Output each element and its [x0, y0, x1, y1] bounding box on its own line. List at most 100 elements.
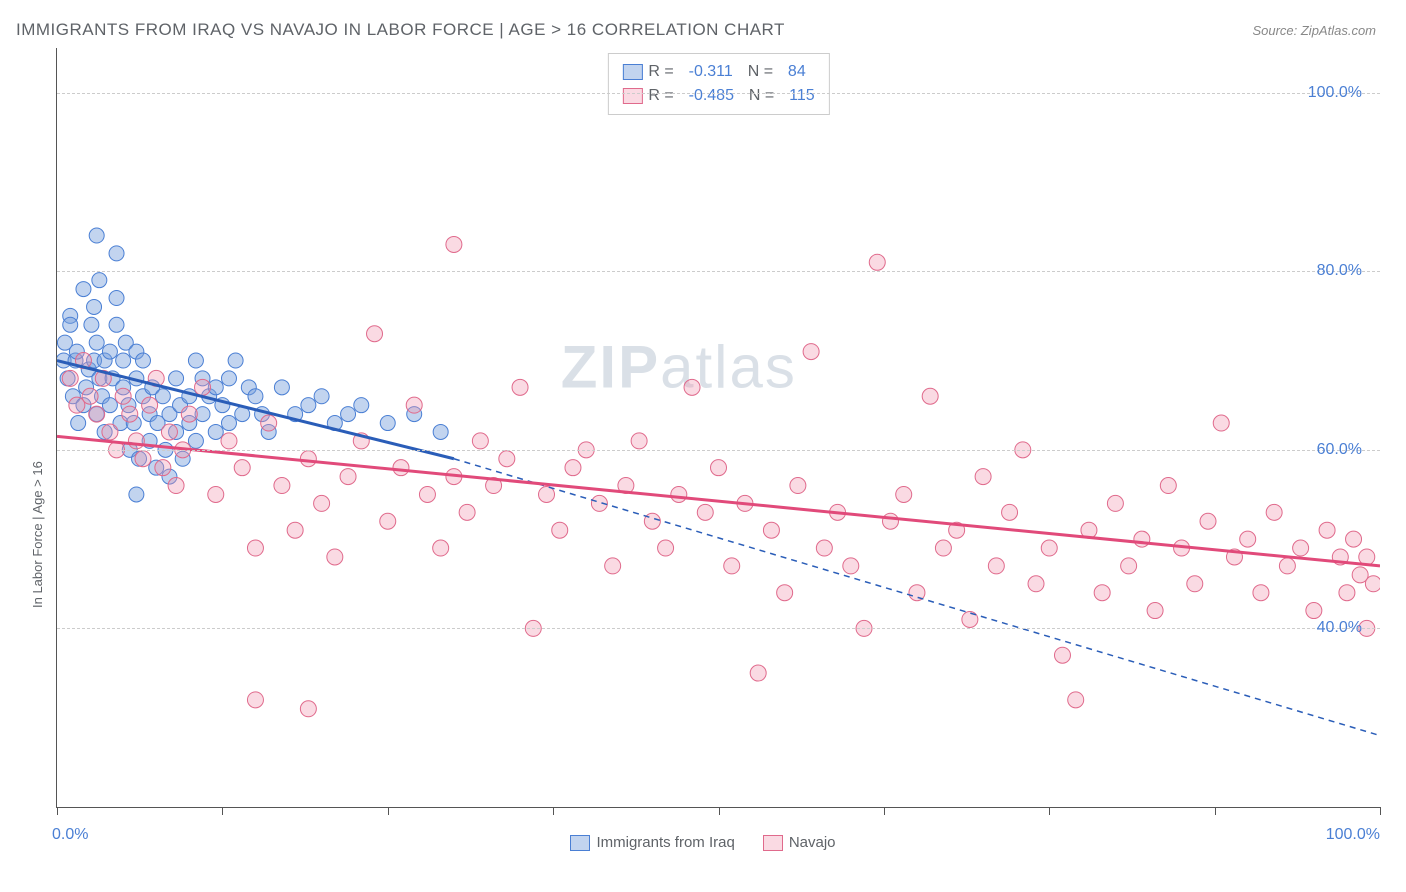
legend-n-value: 115 [789, 84, 815, 108]
x-tick [719, 807, 720, 815]
datapoint [406, 397, 422, 413]
datapoint [135, 353, 150, 368]
datapoint [1213, 415, 1229, 431]
chart-title: IMMIGRANTS FROM IRAQ VS NAVAJO IN LABOR … [16, 20, 785, 40]
datapoint [565, 460, 581, 476]
datapoint [684, 379, 700, 395]
datapoint [433, 540, 449, 556]
datapoint [935, 540, 951, 556]
datapoint [1107, 495, 1123, 511]
datapoint [116, 353, 131, 368]
datapoint [605, 558, 621, 574]
datapoint [1346, 531, 1362, 547]
datapoint [433, 424, 448, 439]
datapoint [301, 398, 316, 413]
scatter-svg [57, 48, 1380, 807]
datapoint [869, 254, 885, 270]
datapoint [803, 344, 819, 360]
datapoint [354, 398, 369, 413]
datapoint [102, 424, 118, 440]
legend-swatch [570, 835, 590, 851]
datapoint [161, 424, 177, 440]
datapoint [208, 486, 224, 502]
datapoint [380, 513, 396, 529]
datapoint [142, 397, 158, 413]
datapoint [195, 379, 211, 395]
legend-row: R = -0.311 N = 84 [622, 60, 814, 84]
datapoint [1293, 540, 1309, 556]
x-tick [1380, 807, 1381, 815]
datapoint [367, 326, 383, 342]
datapoint [221, 433, 237, 449]
datapoint [109, 291, 124, 306]
legend-n-label: N = [739, 60, 782, 84]
series-legend-item: Immigrants from Iraq [570, 834, 734, 851]
x-axis-max-label: 100.0% [1326, 826, 1380, 844]
datapoint [988, 558, 1004, 574]
datapoint [287, 522, 303, 538]
datapoint [882, 513, 898, 529]
datapoint [109, 317, 124, 332]
datapoint [247, 692, 263, 708]
datapoint [228, 353, 243, 368]
legend-swatch [622, 64, 642, 80]
datapoint [1253, 585, 1269, 601]
datapoint [499, 451, 515, 467]
datapoint [300, 451, 316, 467]
datapoint [135, 451, 151, 467]
datapoint [122, 406, 138, 422]
x-tick [884, 807, 885, 815]
legend-r-value: -0.485 [689, 84, 734, 108]
x-axis-min-label: 0.0% [52, 826, 88, 844]
datapoint [1240, 531, 1256, 547]
datapoint [155, 389, 170, 404]
datapoint [102, 398, 117, 413]
datapoint [816, 540, 832, 556]
datapoint [89, 406, 105, 422]
legend-r-label: R = [648, 84, 682, 108]
datapoint [102, 344, 117, 359]
y-tick-label: 40.0% [1317, 619, 1362, 637]
datapoint [188, 353, 203, 368]
datapoint [1134, 531, 1150, 547]
datapoint [261, 415, 277, 431]
datapoint [419, 486, 435, 502]
y-tick-label: 80.0% [1317, 262, 1362, 280]
datapoint [446, 236, 462, 252]
datapoint [1266, 504, 1282, 520]
datapoint [314, 389, 329, 404]
x-tick [222, 807, 223, 815]
datapoint [221, 371, 236, 386]
datapoint [87, 299, 102, 314]
datapoint [631, 433, 647, 449]
legend-swatch [763, 835, 783, 851]
datapoint [1002, 504, 1018, 520]
legend-n-value: 84 [788, 60, 806, 84]
datapoint [181, 406, 197, 422]
legend-n-label: N = [740, 84, 783, 108]
datapoint [459, 504, 475, 520]
y-axis-label: In Labor Force | Age > 16 [30, 461, 45, 608]
datapoint [552, 522, 568, 538]
datapoint [1054, 647, 1070, 663]
datapoint [1306, 603, 1322, 619]
datapoint [128, 433, 144, 449]
datapoint [472, 433, 488, 449]
datapoint [314, 495, 330, 511]
plot-area: ZIPatlas R = -0.311 N = 84R = -0.485 N =… [56, 48, 1380, 808]
datapoint [658, 540, 674, 556]
datapoint [84, 317, 99, 332]
datapoint [1147, 603, 1163, 619]
datapoint [393, 460, 409, 476]
legend-r-label: R = [648, 60, 682, 84]
legend-row: R = -0.485 N = 115 [622, 84, 814, 108]
datapoint [975, 469, 991, 485]
datapoint [1187, 576, 1203, 592]
datapoint [341, 407, 356, 422]
datapoint [1121, 558, 1137, 574]
datapoint [62, 370, 78, 386]
x-tick [553, 807, 554, 815]
datapoint [71, 416, 86, 431]
datapoint [340, 469, 356, 485]
x-tick [388, 807, 389, 815]
